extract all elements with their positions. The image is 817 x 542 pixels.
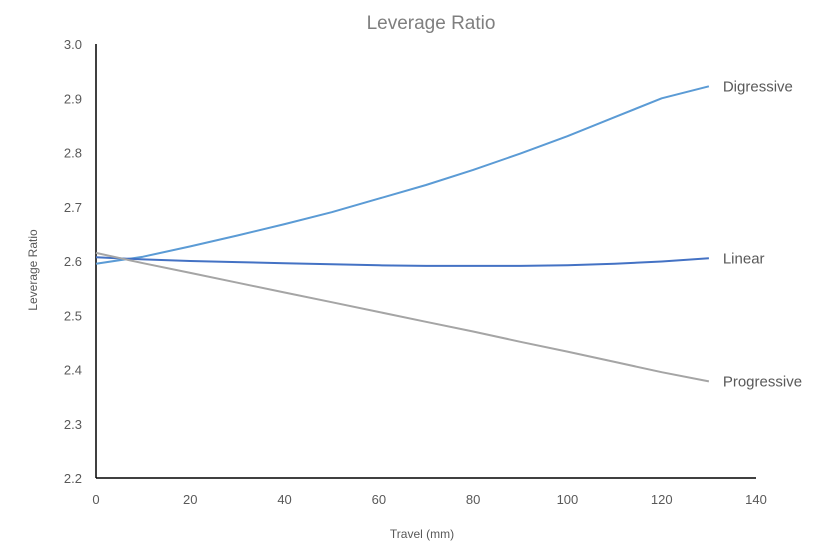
series-labels: Digressive Linear Progressive bbox=[723, 78, 802, 390]
y-tick-label: 2.4 bbox=[64, 363, 82, 378]
series-label-progressive: Progressive bbox=[723, 373, 802, 390]
x-tick-label: 0 bbox=[92, 492, 99, 507]
x-tick-label: 120 bbox=[651, 492, 673, 507]
y-tick-label: 2.7 bbox=[64, 200, 82, 215]
x-tick-label: 80 bbox=[466, 492, 480, 507]
series-label-digressive: Digressive bbox=[723, 78, 793, 95]
y-tick-label: 2.2 bbox=[64, 471, 82, 486]
y-tick-label: 3.0 bbox=[64, 37, 82, 52]
series-line-progressive bbox=[95, 251, 710, 383]
y-axis-title: Leverage Ratio bbox=[26, 229, 40, 311]
y-tick-label: 2.3 bbox=[64, 417, 82, 432]
y-tick-label: 2.6 bbox=[64, 254, 82, 269]
series-line-linear bbox=[95, 256, 709, 267]
y-tick-label: 2.8 bbox=[64, 146, 82, 161]
x-tick-label: 100 bbox=[557, 492, 579, 507]
y-tick-label: 2.5 bbox=[64, 308, 82, 323]
x-tick-label: 20 bbox=[183, 492, 197, 507]
series-line-digressive bbox=[95, 85, 710, 265]
x-tick-label: 60 bbox=[372, 492, 386, 507]
x-axis-title: Travel (mm) bbox=[390, 527, 454, 541]
x-axis-ticks: 0 20 40 60 80 100 120 140 bbox=[92, 492, 766, 507]
y-axis-ticks: 2.2 2.3 2.4 2.5 2.6 2.7 2.8 2.9 3.0 bbox=[64, 37, 82, 486]
x-tick-label: 40 bbox=[277, 492, 291, 507]
series-lines bbox=[95, 85, 710, 383]
x-tick-label: 140 bbox=[745, 492, 767, 507]
series-label-linear: Linear bbox=[723, 250, 765, 267]
chart-title: Leverage Ratio bbox=[367, 13, 496, 34]
y-tick-label: 2.9 bbox=[64, 91, 82, 106]
